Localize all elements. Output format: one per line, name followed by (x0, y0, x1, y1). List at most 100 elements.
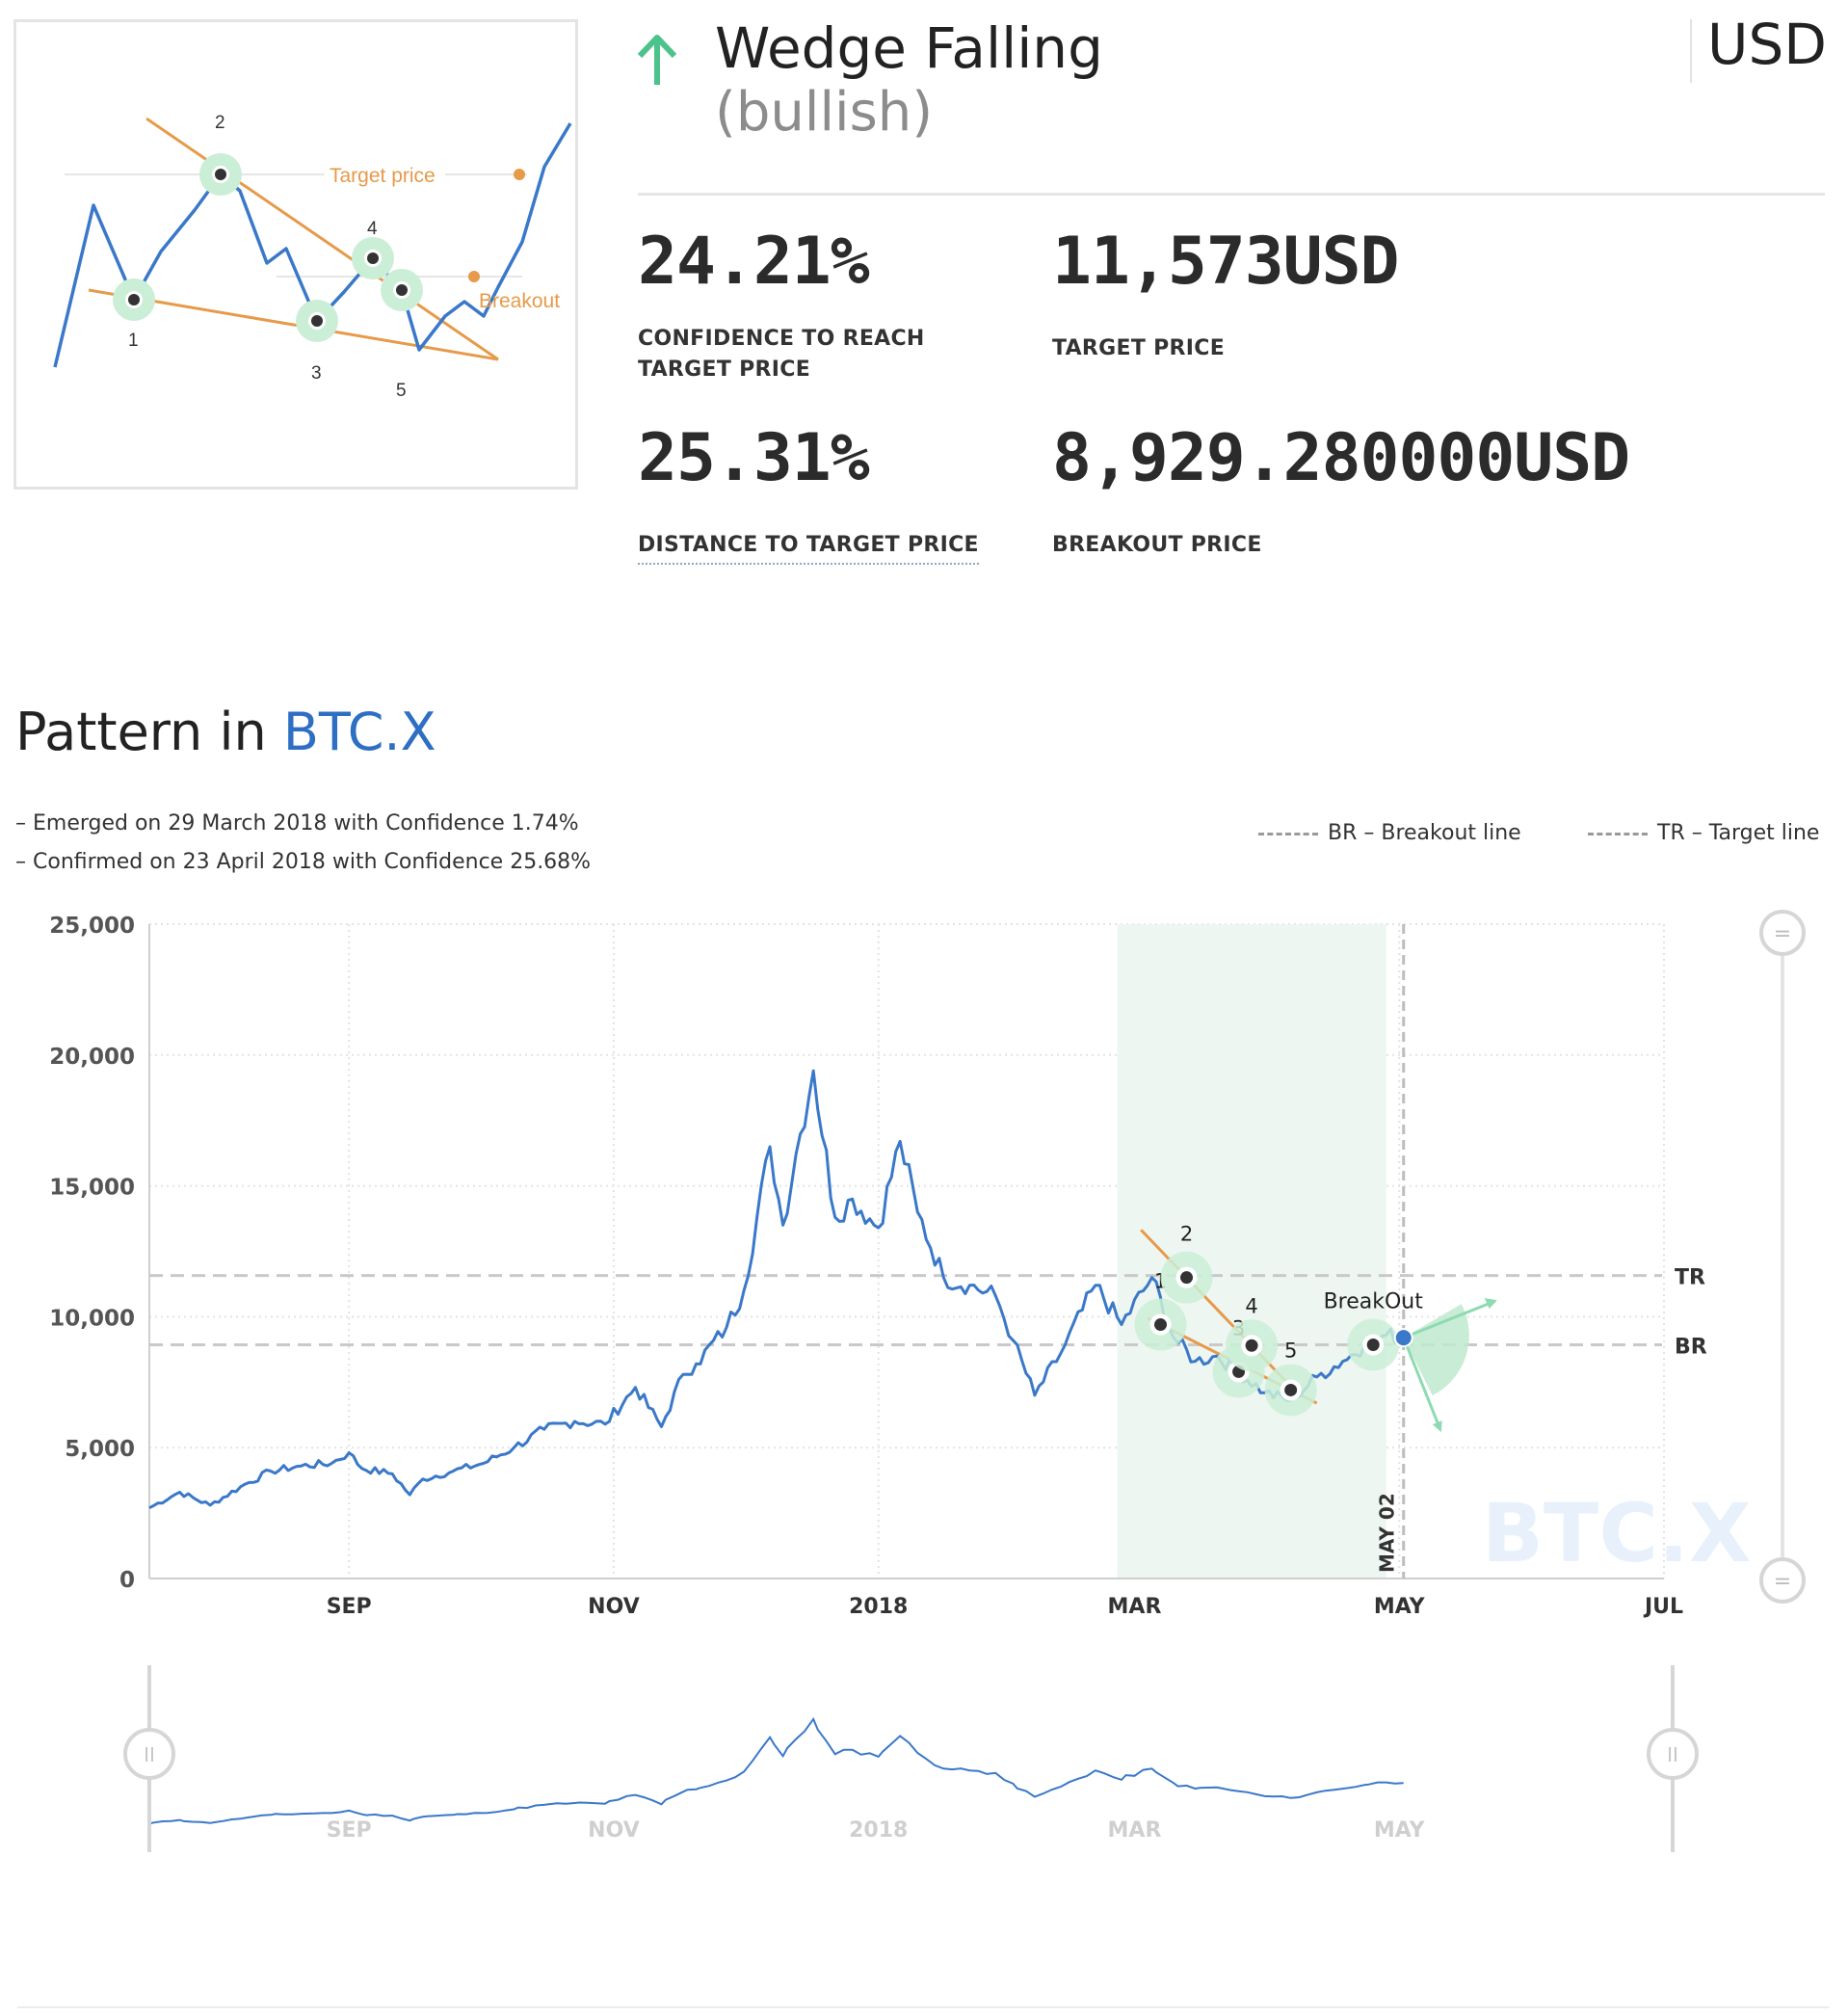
thumb-point-label-1: 1 (128, 331, 139, 351)
thumb-price-line (53, 122, 572, 368)
thumb-pivot-4 (367, 252, 379, 264)
confidence-label: CONFIDENCE TO REACH TARGET PRICE (638, 324, 925, 385)
slider-top-grip-icon: = (1774, 922, 1791, 946)
highlight-band-rect (1117, 924, 1386, 1578)
y-tick-label: 15,000 (49, 1176, 135, 1201)
header-separator (638, 193, 1825, 196)
thumb-point-label-2: 2 (215, 113, 225, 133)
date-marker-label: MAY 02 (1376, 1493, 1399, 1573)
thumb-point-label-4: 4 (367, 219, 378, 239)
pivot-point[interactable] (1245, 1339, 1258, 1352)
thumb-lower-wedge-line (88, 288, 499, 361)
breakout-label: BreakOut (1324, 1289, 1424, 1313)
left-grip-icon: II (144, 1743, 155, 1766)
legend-tr-swatch (1588, 832, 1648, 836)
y-tick-label: 5,000 (65, 1437, 135, 1462)
slider-top-handle[interactable] (1759, 910, 1806, 956)
confidence-label-line1: CONFIDENCE TO REACH (638, 327, 925, 351)
navigator-left-handle[interactable] (123, 1728, 175, 1780)
pattern-markers: 12345BreakOut (1134, 1223, 1497, 1433)
thumb-target-dot (514, 169, 525, 180)
navigator-right-handle[interactable] (1647, 1728, 1699, 1780)
confirmed-note: – Confirmed on 23 April 2018 with Confid… (15, 850, 592, 874)
thumb-breakout-dot (468, 271, 480, 282)
target-price-value: 11,573USD (1052, 224, 1399, 300)
navigator-chart[interactable]: SEP NOV 2018 MAR MAY II II (0, 1658, 1848, 1860)
pivot-point[interactable] (1154, 1318, 1168, 1332)
x-tick-label: MAR (1108, 1595, 1162, 1619)
current-price-dot[interactable] (1393, 1328, 1413, 1348)
axis-labels: 25,000 20,000 15,000 10,000 5,000 0 SEP NOV 2018… (49, 914, 1683, 1619)
vertical-range-slider[interactable]: = = (1759, 910, 1806, 1604)
price-line-group (148, 1069, 1405, 1510)
legend-breakout: BR – Breakout line (1258, 821, 1521, 845)
pattern-thumbnail: Target price Breakout 1 2 3 4 5 (13, 19, 578, 490)
symbol-watermark: BTC.X (1482, 1486, 1752, 1580)
reference-lines: TR BR MAY 02 (149, 924, 1707, 1578)
projection-upper-arrowhead (1484, 1298, 1497, 1310)
breakout-price-value: 8,929.280000USD (1052, 420, 1630, 496)
navigator-axis-labels: SEP NOV 2018 MAR MAY (327, 1818, 1426, 1843)
pattern-direction: (bullish) (715, 81, 934, 144)
thumb-pivot-2 (215, 169, 226, 180)
legend-br-text: BR – Breakout line (1328, 821, 1521, 845)
breakout-line-label: BR (1675, 1335, 1707, 1359)
x-tick-label: MAY (1374, 1595, 1426, 1619)
slider-bottom-handle[interactable] (1759, 1557, 1806, 1604)
navigator-tick-label: 2018 (849, 1818, 908, 1843)
navigator-tick-label: MAY (1374, 1818, 1426, 1843)
thumb-target-label: Target price (330, 165, 436, 187)
target-price-label: TARGET PRICE (1052, 336, 1226, 360)
navigator-tick-label: MAR (1108, 1818, 1162, 1843)
breakout-price-label: BREAKOUT PRICE (1052, 533, 1262, 557)
y-tick-label: 0 (119, 1568, 135, 1593)
upper-wedge-line (1140, 1229, 1299, 1394)
wedge-pattern-illustration: Target price Breakout 1 2 3 4 5 (53, 113, 572, 401)
page-bottom-divider (17, 2006, 1829, 2008)
arrow-up-icon (637, 35, 677, 85)
chart-grid (149, 923, 1665, 1578)
pivot-label: 2 (1180, 1223, 1193, 1246)
pivot-label: 4 (1245, 1294, 1257, 1317)
distance-label[interactable]: DISTANCE TO TARGET PRICE (638, 530, 979, 565)
confidence-value: 24.21% (638, 224, 870, 300)
right-grip-icon: II (1667, 1743, 1678, 1766)
x-tick-label: SEP (327, 1595, 372, 1619)
currency-label[interactable]: USD (1707, 12, 1827, 77)
section-title-prefix: Pattern in (15, 702, 283, 762)
projection-lower-arrowhead (1432, 1420, 1442, 1433)
x-tick-label: NOV (588, 1595, 640, 1619)
navigator-line (148, 1716, 1404, 1825)
pivot-point[interactable] (1284, 1383, 1298, 1396)
thumb-breakout-label: Breakout (479, 290, 560, 312)
x-tick-label: 2018 (849, 1595, 908, 1619)
legend-target: TR – Target line (1588, 821, 1819, 845)
symbol-link[interactable]: BTC.X (282, 702, 436, 762)
breakout-point[interactable] (1366, 1338, 1380, 1351)
navigator-left-handle-group[interactable]: II (123, 1665, 175, 1852)
pivot-point[interactable] (1180, 1271, 1194, 1285)
price-line (148, 1069, 1405, 1510)
thumb-pivot-5 (396, 284, 408, 296)
header-divider (1690, 19, 1692, 83)
navigator-tick-label: SEP (327, 1818, 372, 1843)
slider-bottom-grip-icon: = (1774, 1570, 1791, 1594)
pivot-label: 5 (1284, 1339, 1297, 1362)
emerged-note: – Emerged on 29 March 2018 with Confiden… (15, 811, 579, 836)
y-tick-label: 20,000 (49, 1045, 135, 1070)
thumb-pivot-1 (128, 294, 140, 305)
section-title: Pattern in BTC.X (15, 702, 436, 762)
projection-upper-arrow (1403, 1299, 1496, 1340)
thumb-pivot-3 (311, 315, 323, 327)
chart-axes (148, 924, 1664, 1579)
thumb-upper-wedge-line (145, 117, 499, 361)
x-tick-label: JUL (1643, 1595, 1683, 1619)
distance-value: 25.31% (638, 420, 870, 496)
thumb-point-label-3: 3 (311, 363, 322, 384)
legend-br-swatch (1258, 832, 1318, 836)
navigator-tick-label: NOV (588, 1818, 640, 1843)
y-tick-label: 25,000 (49, 914, 135, 939)
legend-tr-text: TR – Target line (1657, 821, 1820, 845)
navigator-right-handle-group[interactable]: II (1647, 1665, 1699, 1852)
